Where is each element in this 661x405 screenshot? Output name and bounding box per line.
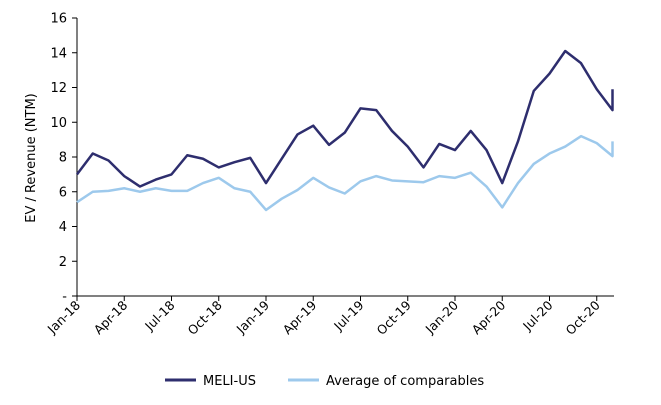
y-tick-label: 14 [50, 46, 67, 61]
legend-label-meli: MELI-US [203, 374, 256, 389]
legend: MELI-US Average of comparables [165, 374, 484, 389]
y-tick-label: 4 [59, 220, 67, 235]
x-tick-label: Jul-20 [519, 297, 555, 333]
y-axis: - 2 4 6 8 10 12 14 16 [50, 12, 78, 305]
x-tick-label: Apr-18 [91, 297, 131, 337]
y-tick-label: 10 [50, 116, 67, 131]
y-tick-label: - [62, 290, 67, 305]
x-axis: Jan-18 Apr-18 Jul-18 Oct-18 Jan-19 Apr-19 Jul-… [44, 295, 614, 338]
x-tick-label: Jul-19 [330, 297, 366, 333]
series-line-meli [76, 49, 614, 188]
x-tick-label: Oct-20 [563, 297, 603, 337]
y-tick-label: 2 [59, 255, 67, 270]
y-tick-label: 12 [50, 81, 67, 96]
legend-label-comparables: Average of comparables [326, 374, 484, 389]
x-tick-label: Jan-20 [422, 297, 461, 336]
x-tick-label: Oct-18 [185, 297, 225, 337]
y-tick-label: 16 [50, 12, 67, 27]
y-axis-title: EV / Revenue (NTM) [24, 93, 39, 223]
y-tick-label: 8 [59, 151, 67, 166]
x-tick-label: Oct-19 [374, 297, 414, 337]
x-tick-label: Jan-19 [233, 297, 272, 336]
x-tick-label: Jul-18 [141, 297, 177, 333]
x-tick-label: Apr-19 [280, 297, 320, 337]
y-tick-label: 6 [59, 185, 67, 200]
x-tick-label: Apr-20 [469, 297, 509, 337]
series-layer [76, 49, 614, 212]
series-line-comparables [76, 134, 614, 212]
